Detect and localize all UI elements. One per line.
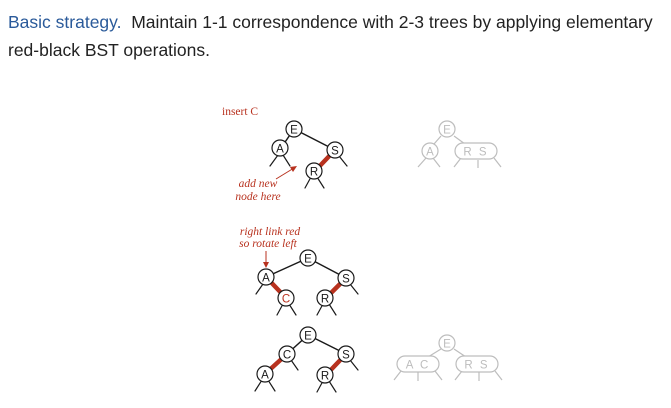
node-e-key: E bbox=[304, 254, 312, 266]
annotation2-line2: so rotate left bbox=[239, 238, 298, 250]
node-s bbox=[337, 345, 355, 363]
null-link bbox=[338, 155, 348, 167]
node-r-key: R bbox=[310, 167, 318, 179]
annotation-rotate-left: right link red so rotate left bbox=[239, 226, 300, 268]
node-a-key: A bbox=[261, 370, 269, 382]
node-rs-23 bbox=[454, 142, 498, 160]
node-a bbox=[256, 365, 274, 383]
node-e-23-key: E bbox=[443, 339, 451, 351]
node-a-23-key: A bbox=[426, 147, 434, 159]
null-link bbox=[328, 303, 337, 316]
node-rs-23-key: R S bbox=[463, 147, 488, 159]
null-link bbox=[349, 283, 359, 295]
node-rs-23 bbox=[455, 355, 499, 373]
node-r-key: R bbox=[321, 294, 329, 306]
node-c bbox=[278, 345, 296, 363]
null-link bbox=[304, 176, 312, 189]
node-r bbox=[305, 162, 323, 180]
node-r bbox=[316, 289, 334, 307]
null-link bbox=[255, 283, 264, 295]
annotation1-arrow-head bbox=[290, 166, 297, 172]
node-s bbox=[326, 141, 344, 159]
node-e-key: E bbox=[290, 125, 298, 137]
annotation2-arrow-head bbox=[263, 262, 269, 268]
node-a bbox=[271, 139, 289, 157]
step1-rb-tree: E A S R bbox=[269, 120, 348, 189]
annotation2-line1: right link red bbox=[240, 226, 301, 238]
slide-header: Basic strategy. Maintain 1-1 corresponde… bbox=[8, 8, 663, 64]
null-link bbox=[316, 176, 325, 189]
annotation1-line1: add new bbox=[239, 178, 278, 190]
null-link bbox=[282, 154, 291, 167]
node-c-key: C bbox=[283, 350, 291, 362]
null-link bbox=[288, 303, 297, 316]
header-lead: Basic strategy. bbox=[8, 12, 122, 32]
header-text: Maintain 1-1 correspondence with 2-3 tre… bbox=[8, 12, 653, 60]
null-link bbox=[267, 379, 276, 392]
node-e bbox=[285, 120, 303, 138]
node-e bbox=[299, 326, 317, 344]
node-s-key: S bbox=[331, 146, 339, 158]
node-ac-23-key: A C bbox=[406, 360, 431, 372]
node-a-key: A bbox=[276, 144, 284, 156]
node-rs-23-key: R S bbox=[464, 360, 489, 372]
step1-23-tree bbox=[417, 120, 502, 168]
node-s-key: S bbox=[342, 350, 350, 362]
node-e-key: E bbox=[304, 331, 312, 343]
node-s-key: S bbox=[342, 274, 350, 286]
node-ac-23 bbox=[396, 355, 440, 373]
null-link bbox=[349, 359, 359, 371]
node-a-key: A bbox=[262, 273, 270, 285]
node-c-key: C bbox=[282, 294, 290, 306]
node-s bbox=[337, 269, 355, 287]
null-link bbox=[290, 359, 299, 371]
node-r-key: R bbox=[321, 371, 329, 383]
step2-rb-tree: E A C S R bbox=[255, 249, 359, 316]
node-e-23 bbox=[438, 334, 456, 352]
annotation-add-new-node: add new node here bbox=[235, 166, 297, 203]
node-e bbox=[299, 249, 317, 267]
node-e-23-key: E bbox=[443, 125, 451, 137]
node-a-23 bbox=[421, 142, 439, 160]
node-c-new bbox=[277, 289, 295, 307]
step1-label: insert C bbox=[222, 106, 258, 118]
null-link bbox=[328, 380, 337, 393]
null-link bbox=[254, 379, 263, 392]
null-link bbox=[276, 303, 284, 316]
node-r bbox=[316, 366, 334, 384]
step3-rb-tree: E C A S R bbox=[254, 326, 359, 393]
annotation1-line2: node here bbox=[235, 191, 280, 203]
step3-23-tree bbox=[393, 334, 503, 381]
null-link bbox=[269, 154, 279, 167]
annotation1-arrow-shaft bbox=[275, 167, 295, 180]
node-a bbox=[257, 268, 275, 286]
node-e-23 bbox=[438, 120, 456, 138]
